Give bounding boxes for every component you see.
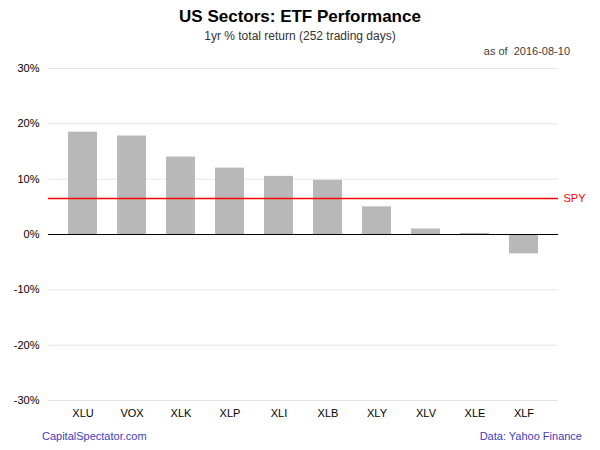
html-text:Data: Yahoo Finance: Data: Yahoo Finance <box>479 430 582 442</box>
svg-text:XLU: XLU <box>72 407 93 419</box>
svg-text:XLY: XLY <box>367 407 388 419</box>
svg-text:-20%: -20% <box>14 339 40 351</box>
svg-text:XLF: XLF <box>514 407 534 419</box>
html-text:US Sectors: ETF Performance: US Sectors: ETF Performance <box>179 7 421 26</box>
svg-text:20%: 20% <box>17 117 39 129</box>
svg-text:XLP: XLP <box>220 407 241 419</box>
svg-text:VOX: VOX <box>120 407 144 419</box>
svg-text:XLE: XLE <box>465 407 486 419</box>
svg-text:-10%: -10% <box>14 283 40 295</box>
svg-text:SPY: SPY <box>564 192 587 204</box>
html-text:CapitalSpectator.com: CapitalSpectator.com <box>42 430 147 442</box>
svg-text:XLV: XLV <box>416 407 437 419</box>
svg-text:0%: 0% <box>24 228 40 240</box>
svg-text:XLI: XLI <box>271 407 288 419</box>
svg-text:XLK: XLK <box>171 407 192 419</box>
svg-text:-30%: -30% <box>14 394 40 406</box>
svg-text:XLB: XLB <box>318 407 339 419</box>
html-text:as of 2016-08-10: as of 2016-08-10 <box>483 45 570 57</box>
svg-text:30%: 30% <box>17 62 39 74</box>
svg-text:10%: 10% <box>17 173 39 185</box>
html-text:1yr % total return (252 tradin: 1yr % total return (252 trading days) <box>204 29 396 43</box>
